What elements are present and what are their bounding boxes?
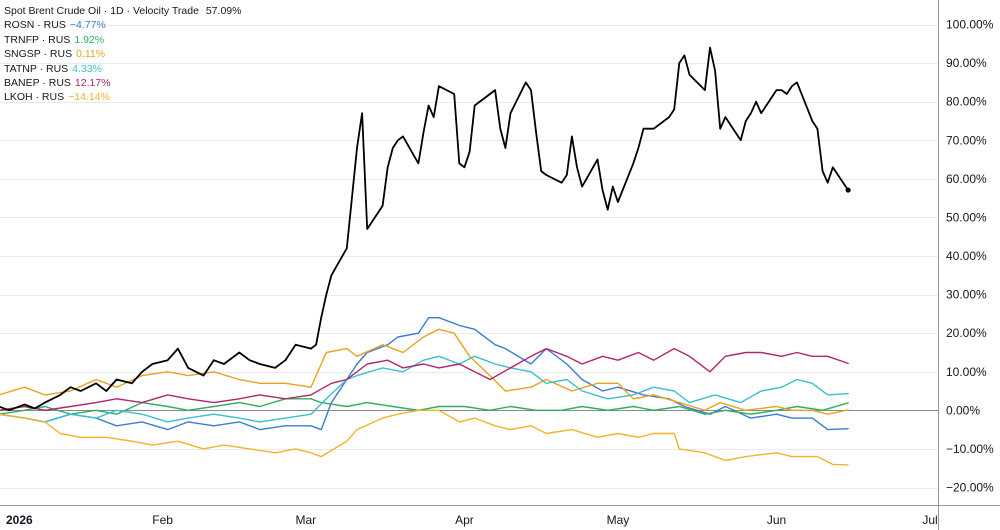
- y-tick-label: 10.00%: [946, 365, 987, 379]
- x-tick-label: Apr: [455, 513, 474, 527]
- y-tick-label: −20.00%: [946, 481, 994, 495]
- y-tick-label: 50.00%: [946, 210, 987, 224]
- y-tick-label: 60.00%: [946, 172, 987, 186]
- legend-item[interactable]: LKOH · RUS −14.14%: [4, 90, 241, 104]
- y-tick-label: 30.00%: [946, 288, 987, 302]
- legend-item-value: 12.17%: [74, 77, 111, 90]
- legend: Spot Brent Crude Oil · 1D · Velocity Tra…: [4, 4, 241, 105]
- y-tick-label: 100.00%: [946, 18, 994, 32]
- series-line-spot-brent-crude-oil[interactable]: [0, 46, 849, 412]
- y-tick-label: −10.00%: [946, 442, 994, 456]
- legend-item-value: −4.77%: [69, 19, 106, 32]
- y-tick-label: 90.00%: [946, 56, 987, 70]
- legend-main-value: 57.09%: [205, 5, 242, 17]
- y-tick-label: 40.00%: [946, 249, 987, 263]
- legend-item-label: ROSN · RUS: [4, 19, 66, 32]
- series-end-dot: [845, 187, 851, 193]
- y-tick-label: 0.00%: [946, 403, 980, 417]
- y-tick-label: 80.00%: [946, 95, 987, 109]
- legend-main-label: Spot Brent Crude Oil · 1D · Velocity Tra…: [4, 5, 199, 17]
- legend-item[interactable]: TATNP · RUS 4.33%: [4, 62, 241, 76]
- x-tick-label: Jun: [767, 513, 786, 527]
- x-tick-label: Mar: [296, 513, 317, 527]
- series-line-rosn[interactable]: [0, 317, 849, 431]
- legend-item-label: TRNFP · RUS: [4, 33, 71, 46]
- series-line-banep[interactable]: [0, 347, 849, 411]
- series-line-lkoh[interactable]: [0, 409, 849, 466]
- legend-item-value: −14.14%: [68, 91, 110, 104]
- y-tick-label: 70.00%: [946, 133, 987, 147]
- x-tick-label: May: [607, 513, 630, 527]
- legend-item[interactable]: ROSN · RUS −4.77%: [4, 18, 241, 32]
- legend-item-value: 4.33%: [72, 62, 102, 75]
- legend-item-value: 0.11%: [76, 48, 106, 61]
- legend-item[interactable]: TRNFP · RUS 1.92%: [4, 33, 241, 47]
- legend-item[interactable]: SNGSP · RUS 0.11%: [4, 47, 241, 61]
- series-line-trnfp[interactable]: [0, 398, 849, 415]
- legend-item-label: BANEP · RUS: [4, 77, 71, 90]
- legend-item-label: TATNP · RUS: [4, 62, 69, 75]
- series-line-sngsp[interactable]: [0, 328, 849, 415]
- x-tick-label: Feb: [152, 513, 173, 527]
- legend-item-label: SNGSP · RUS: [4, 48, 73, 61]
- x-tick-label: Jul: [922, 513, 937, 527]
- legend-items: ROSN · RUS −4.77% TRNFP · RUS 1.92% SNGSP · …: [4, 18, 241, 104]
- legend-item-label: LKOH · RUS: [4, 91, 65, 104]
- legend-item-value: 1.92%: [74, 33, 105, 46]
- y-tick-label: 20.00%: [946, 326, 987, 340]
- x-tick-label: 2026: [6, 513, 33, 527]
- legend-main[interactable]: Spot Brent Crude Oil · 1D · Velocity Tra…: [4, 4, 241, 18]
- legend-item[interactable]: BANEP · RUS 12.17%: [4, 76, 241, 90]
- series-line-tatnp[interactable]: [0, 355, 849, 423]
